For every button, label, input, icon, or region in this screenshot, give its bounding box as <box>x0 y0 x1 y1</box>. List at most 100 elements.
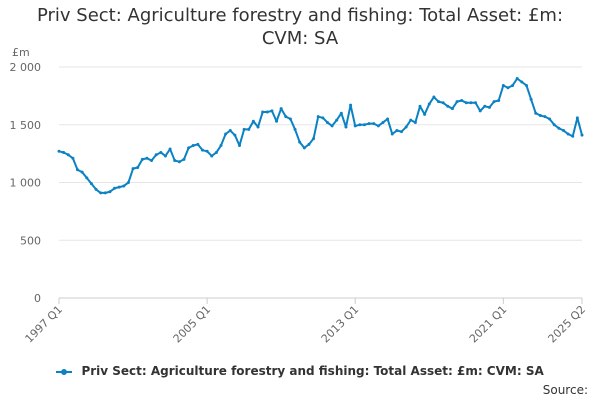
data-point[interactable] <box>362 123 366 127</box>
data-point[interactable] <box>492 100 496 104</box>
data-point[interactable] <box>524 83 528 87</box>
data-point[interactable] <box>126 181 130 184</box>
data-point[interactable] <box>85 176 89 180</box>
data-point[interactable] <box>298 140 302 144</box>
data-point[interactable] <box>145 156 149 160</box>
data-point[interactable] <box>316 115 320 119</box>
data-point[interactable] <box>376 124 380 128</box>
data-point[interactable] <box>367 122 371 126</box>
data-point[interactable] <box>487 105 491 109</box>
data-point[interactable] <box>103 191 107 195</box>
data-point[interactable] <box>108 190 112 194</box>
data-point[interactable] <box>154 153 158 157</box>
data-point[interactable] <box>548 117 552 121</box>
data-point[interactable] <box>325 120 329 124</box>
data-point[interactable] <box>57 149 61 153</box>
data-point[interactable] <box>261 110 265 114</box>
data-point[interactable] <box>566 132 570 136</box>
data-point[interactable] <box>464 101 468 105</box>
legend[interactable]: Priv Sect: Agriculture forestry and fish… <box>0 364 600 378</box>
data-point[interactable] <box>275 119 279 123</box>
data-point[interactable] <box>437 100 441 104</box>
data-point[interactable] <box>353 124 357 128</box>
data-point[interactable] <box>247 127 251 131</box>
data-point[interactable] <box>386 117 390 121</box>
data-point[interactable] <box>409 118 413 122</box>
data-point[interactable] <box>552 123 556 127</box>
data-point[interactable] <box>312 137 316 141</box>
data-point[interactable] <box>89 182 93 186</box>
data-point[interactable] <box>423 112 427 116</box>
data-point[interactable] <box>520 80 524 84</box>
data-point[interactable] <box>506 86 510 90</box>
data-point[interactable] <box>307 142 311 146</box>
data-point[interactable] <box>187 146 191 150</box>
data-point[interactable] <box>214 150 218 154</box>
data-point[interactable] <box>210 154 214 158</box>
data-point[interactable] <box>117 185 121 189</box>
data-point[interactable] <box>483 104 487 108</box>
data-point[interactable] <box>66 153 70 157</box>
data-point[interactable] <box>529 97 533 101</box>
data-point[interactable] <box>381 120 385 124</box>
data-point[interactable] <box>136 165 140 169</box>
data-point[interactable] <box>168 147 172 151</box>
data-point[interactable] <box>395 129 399 133</box>
data-point[interactable] <box>543 115 547 119</box>
data-point[interactable] <box>140 157 144 161</box>
data-point[interactable] <box>233 133 237 137</box>
data-point[interactable] <box>94 187 98 191</box>
data-point[interactable] <box>182 157 186 161</box>
data-point[interactable] <box>501 83 505 87</box>
data-point[interactable] <box>196 142 200 146</box>
data-point[interactable] <box>474 101 478 105</box>
data-point[interactable] <box>511 83 515 87</box>
data-point[interactable] <box>284 115 288 119</box>
data-point[interactable] <box>279 107 283 111</box>
data-point[interactable] <box>122 184 126 188</box>
data-point[interactable] <box>538 114 542 118</box>
data-point[interactable] <box>404 125 408 129</box>
data-point[interactable] <box>427 102 431 106</box>
data-point[interactable] <box>238 144 241 148</box>
data-point[interactable] <box>228 129 232 133</box>
data-point[interactable] <box>321 116 325 120</box>
data-point[interactable] <box>205 149 209 153</box>
data-point[interactable] <box>418 104 422 108</box>
data-point[interactable] <box>131 167 135 171</box>
data-point[interactable] <box>441 101 445 105</box>
data-point[interactable] <box>242 127 246 131</box>
data-point[interactable] <box>80 170 84 174</box>
data-point[interactable] <box>446 104 450 108</box>
data-point[interactable] <box>71 156 75 160</box>
data-point[interactable] <box>62 150 66 154</box>
data-point[interactable] <box>302 146 306 150</box>
data-point[interactable] <box>191 144 195 148</box>
data-point[interactable] <box>580 133 584 137</box>
data-point[interactable] <box>150 159 154 163</box>
data-point[interactable] <box>293 127 297 131</box>
data-point[interactable] <box>76 168 80 172</box>
data-point[interactable] <box>339 111 343 115</box>
data-point[interactable] <box>219 144 223 148</box>
data-point[interactable] <box>113 186 117 190</box>
data-point[interactable] <box>200 148 204 152</box>
data-point[interactable] <box>534 111 538 115</box>
data-point[interactable] <box>288 117 292 121</box>
data-point[interactable] <box>372 122 376 126</box>
data-point[interactable] <box>478 109 482 113</box>
data-point[interactable] <box>460 99 464 102</box>
data-point[interactable] <box>557 126 561 130</box>
data-point[interactable] <box>330 124 334 128</box>
data-point[interactable] <box>561 129 565 133</box>
data-point[interactable] <box>455 100 459 104</box>
data-point[interactable] <box>265 110 269 114</box>
data-point[interactable] <box>224 132 228 136</box>
data-point[interactable] <box>571 134 575 138</box>
data-point[interactable] <box>575 116 579 120</box>
data-point[interactable] <box>159 150 163 154</box>
data-point[interactable] <box>515 77 519 81</box>
data-point[interactable] <box>177 160 181 164</box>
data-point[interactable] <box>469 101 473 105</box>
data-point[interactable] <box>256 125 260 129</box>
